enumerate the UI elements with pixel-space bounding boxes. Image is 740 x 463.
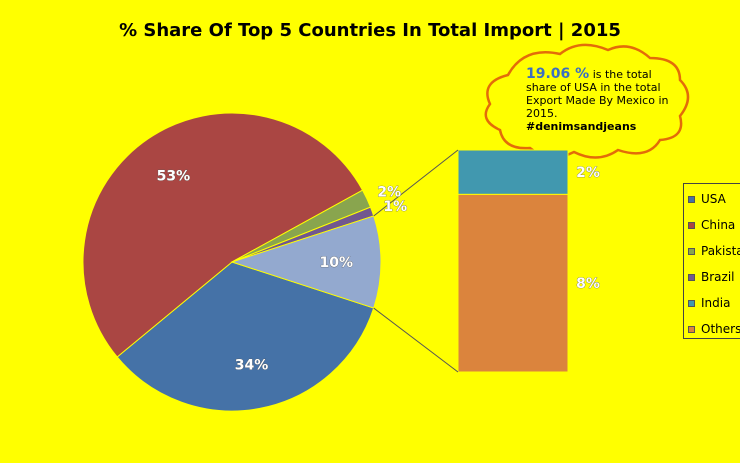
data-label-others: 10% (320, 255, 354, 271)
chart-title: % Share Of Top 5 Countries In Total Impo… (119, 20, 621, 41)
pie-slice-usa (116, 261, 375, 412)
legend-item-brazil: Brazil (688, 269, 735, 285)
legend-label: Others (701, 322, 740, 336)
stack-label-others: 8% (576, 276, 600, 292)
pie-slice-china (82, 112, 364, 358)
legend: USA China Pakistan Brazil India Others (683, 183, 740, 339)
callout-cloud (484, 43, 690, 159)
legend-item-india: India (688, 295, 730, 311)
stack-segment-india (457, 149, 569, 195)
legend-swatch (688, 221, 695, 229)
legend-item-usa: USA (688, 191, 726, 207)
connector-line-bottom (373, 307, 459, 373)
callout-body: is the total share of USA in the total E… (526, 68, 669, 120)
legend-item-pakistan: Pakistan (688, 243, 740, 259)
legend-label: Brazil (701, 270, 735, 284)
legend-swatch (688, 325, 695, 333)
stack-label-india: 2% (576, 165, 600, 181)
connector-line-top (373, 149, 459, 217)
callout-highlight: 19.06 % (526, 66, 590, 82)
data-label-usa: 34% (235, 357, 269, 373)
callout-text: 19.06 % is the total share of USA in the… (526, 66, 676, 133)
stack-segment-others (457, 193, 569, 373)
legend-item-others: Others (688, 321, 740, 337)
legend-label: India (701, 296, 731, 310)
legend-swatch (688, 195, 695, 203)
legend-item-china: China (688, 217, 735, 233)
callout-hashtag: #denimsandjeans (526, 120, 637, 133)
legend-swatch (688, 273, 695, 281)
legend-swatch (688, 247, 695, 255)
data-label-china: 53% (157, 169, 191, 185)
legend-swatch (688, 299, 695, 307)
data-label-brazil: 1% (383, 199, 407, 215)
legend-label: Pakistan (701, 244, 740, 258)
data-label-pakistan: 2% (377, 185, 401, 201)
pie-slice-others (230, 215, 382, 309)
legend-label: USA (701, 192, 726, 206)
legend-label: China (701, 218, 736, 232)
